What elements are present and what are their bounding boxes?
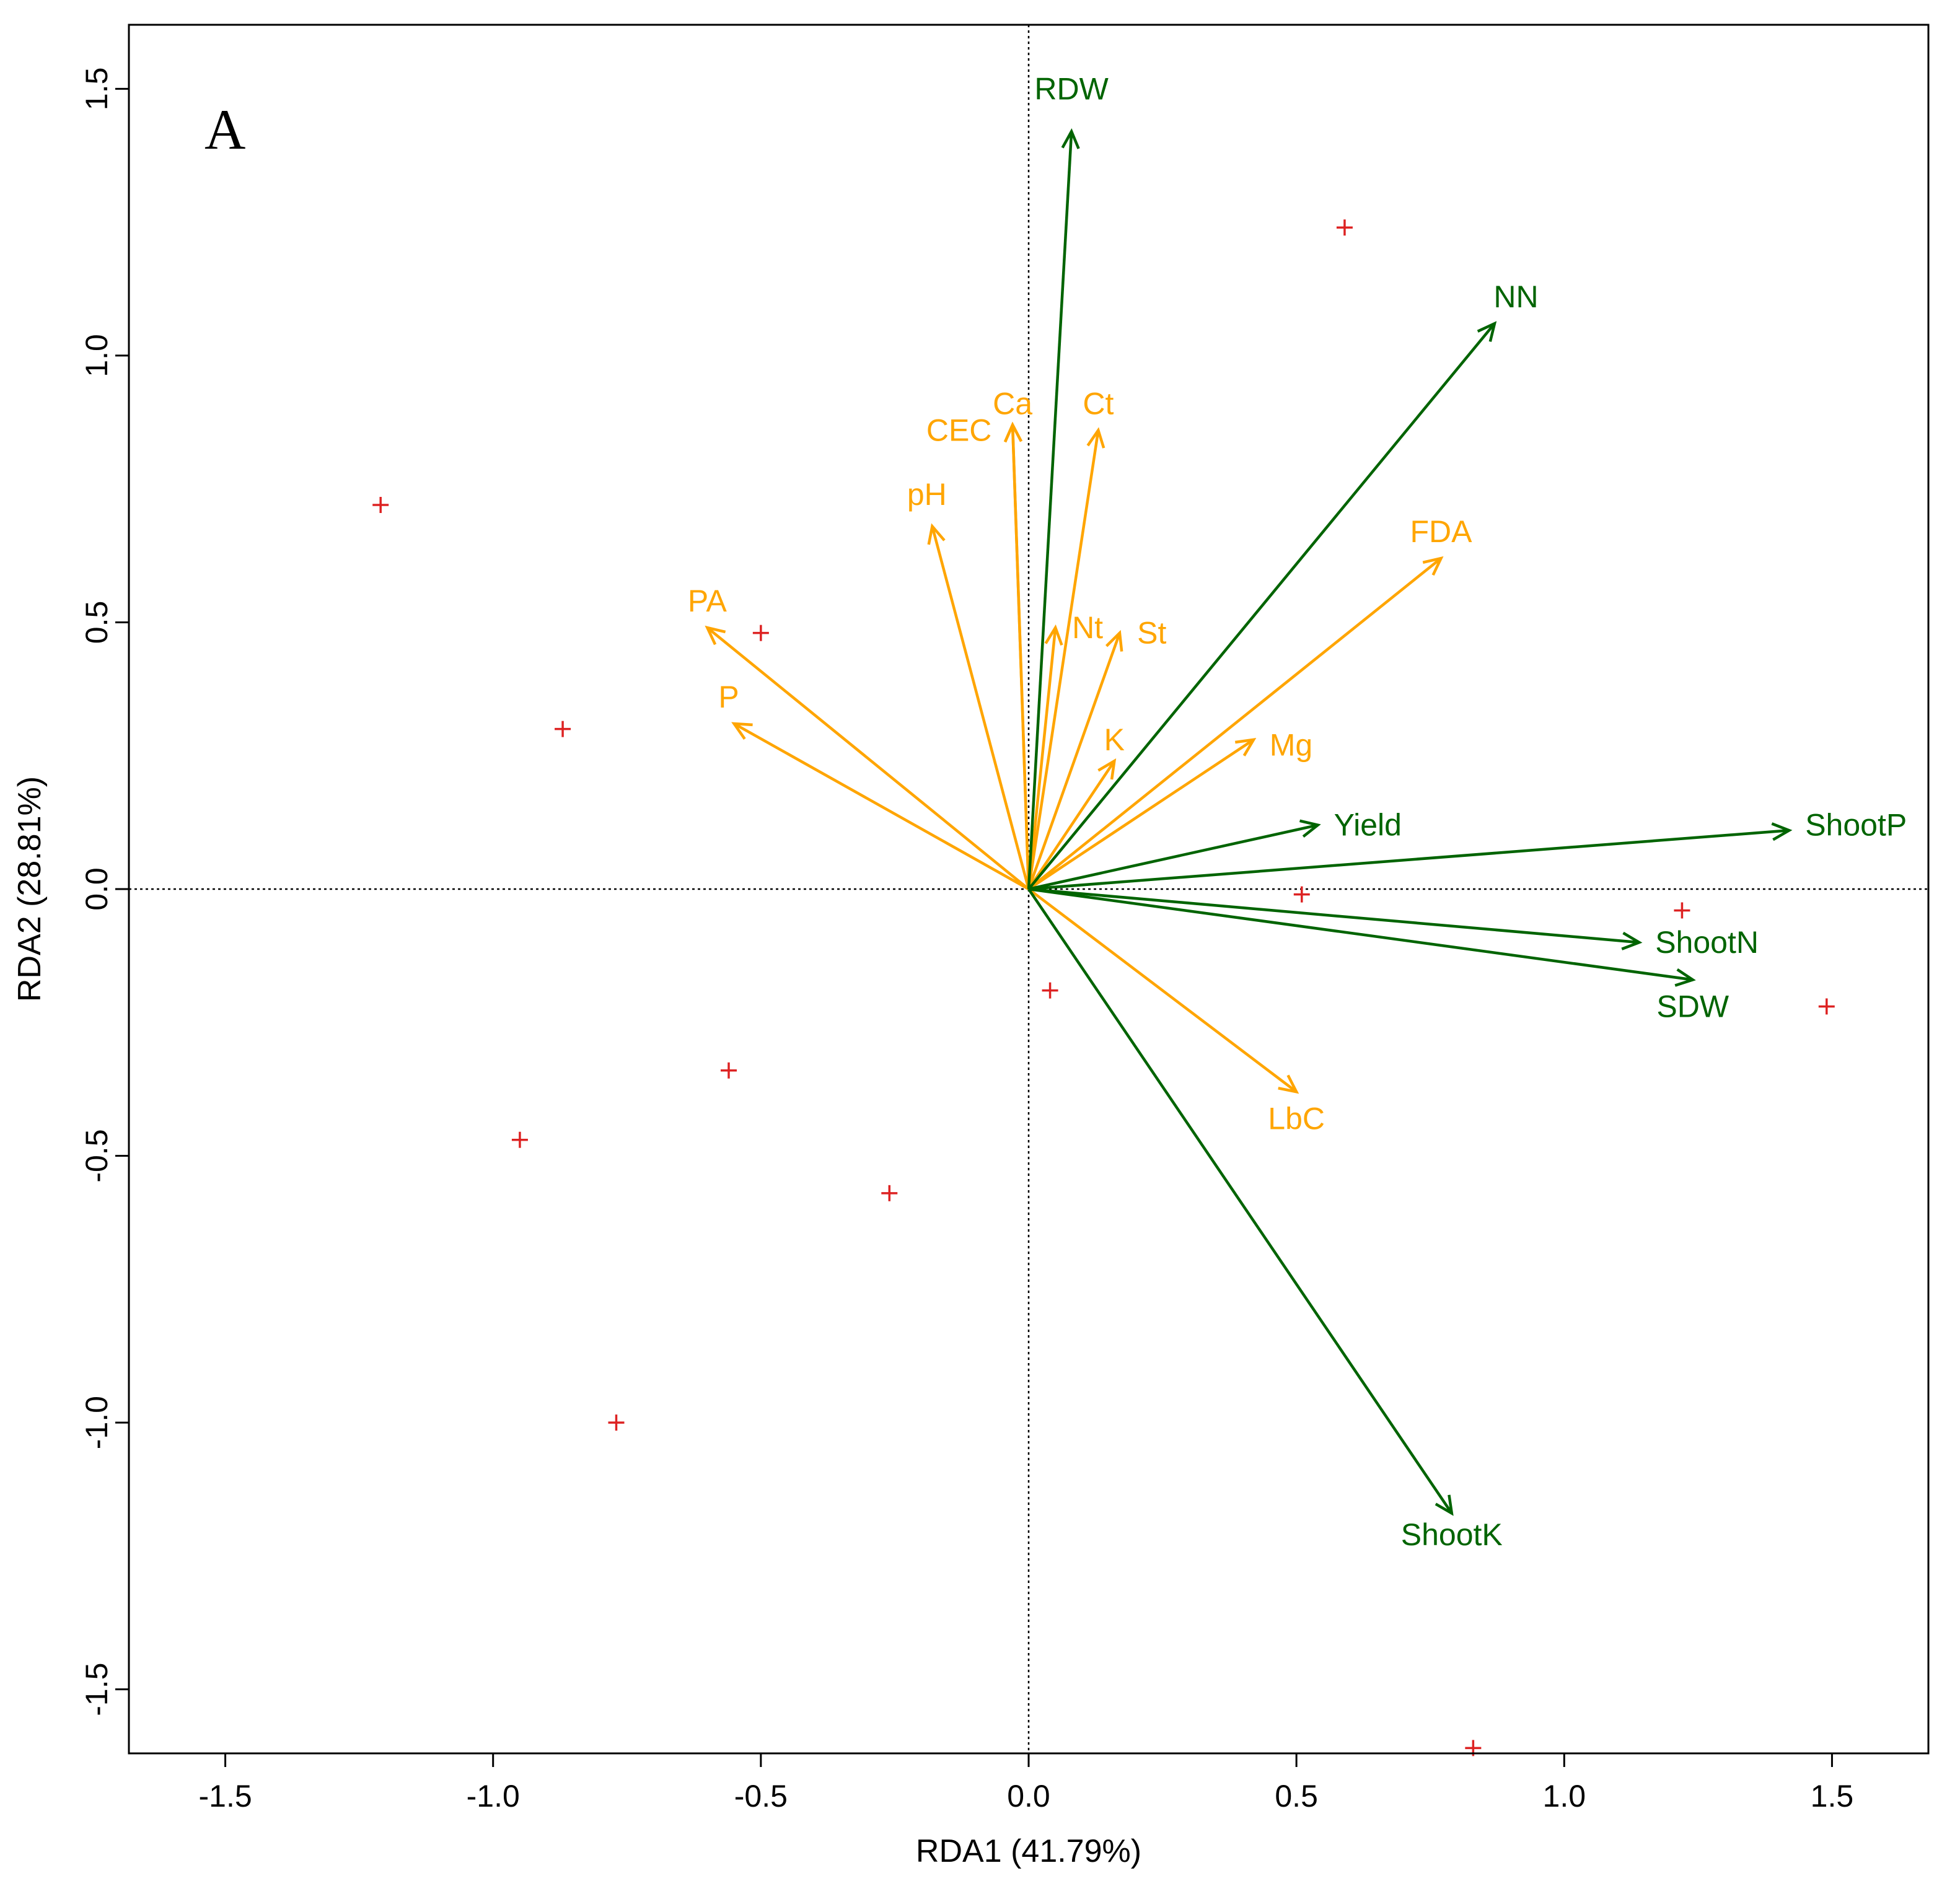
explanatory-vector-label: FDA [1410, 514, 1473, 549]
y-tick-label: 0.5 [79, 601, 114, 644]
x-axis-label: RDA1 (41.79%) [916, 1833, 1141, 1869]
explanatory-arrow-line [1027, 627, 1057, 890]
response-arrow-line [1028, 887, 1694, 981]
site-point [721, 1062, 737, 1079]
explanatory-arrow-line [931, 525, 1031, 890]
explanatory-arrow-line [1027, 888, 1298, 1094]
explanatory-vector-label: K [1104, 722, 1125, 757]
response-arrow-line [1027, 322, 1496, 890]
y-tick-label: 1.0 [79, 334, 114, 377]
response-arrow-line [1027, 131, 1073, 890]
site-point [1818, 998, 1835, 1015]
response-arrow-line [1028, 823, 1319, 891]
response-vector-label: Yield [1334, 808, 1402, 843]
response-arrow-line [1028, 887, 1640, 944]
response-arrow-head [1435, 1494, 1454, 1516]
explanatory-arrow-head [731, 722, 753, 740]
site-point [881, 1185, 898, 1201]
response-vector-label: NN [1493, 279, 1538, 314]
explanatory-arrow-line [706, 626, 1030, 890]
explanatory-arrow-head [1086, 427, 1105, 449]
y-tick-label: 0.0 [79, 867, 114, 911]
site-point [1336, 219, 1353, 236]
response-arrow-head [1771, 822, 1793, 841]
explanatory-vector-label: P [718, 680, 739, 714]
explanatory-arrow-line [1011, 424, 1031, 890]
explanatory-arrow-line [1027, 760, 1116, 890]
site-point [608, 1414, 625, 1431]
explanatory-arrow-head [1044, 624, 1063, 646]
x-tick-label: -1.0 [467, 1779, 520, 1813]
explanatory-arrow-head [1097, 758, 1117, 780]
explanatory-arrow-head [1422, 556, 1444, 576]
explanatory-vector-label: Mg [1270, 728, 1312, 763]
response-arrow-line [1027, 888, 1453, 1514]
explanatory-arrow-head [1105, 629, 1123, 652]
y-tick-label: -1.0 [79, 1396, 114, 1449]
explanatory-arrow-head [705, 625, 726, 646]
explanatory-vector-label: Ct [1083, 386, 1114, 421]
explanatory-vector-label: St [1137, 616, 1166, 651]
site-point [511, 1131, 528, 1148]
site-points [372, 219, 1835, 1756]
x-tick-label: 0.5 [1275, 1779, 1318, 1813]
response-arrow-line [1028, 829, 1790, 891]
site-point [1674, 902, 1690, 919]
explanatory-arrow-head [1003, 421, 1023, 443]
axes: -1.5 -1.0 -0.5 0.0 0.5 1.0 1.5 -1.5 -1.0 -0.5 0.0 0… [79, 68, 1853, 1813]
explanatory-arrow-head [1234, 738, 1257, 756]
response-vector-label: SDW [1656, 989, 1729, 1024]
site-point [1293, 886, 1310, 903]
explanatory-arrow-line [1027, 632, 1122, 890]
explanatory-vector-label: Ca [993, 386, 1032, 421]
y-tick-label: -1.5 [79, 1663, 114, 1716]
response-vector-label: ShootK [1401, 1517, 1503, 1552]
explanatory-vector-label: LbC [1268, 1101, 1325, 1136]
y-axis-label: RDA2 (28.81%) [12, 776, 48, 1002]
plot-frame [128, 24, 1930, 1755]
x-tick-label: -1.5 [198, 1779, 252, 1813]
explanatory-arrow-line [1027, 739, 1255, 890]
explanatory-vector-label: Nt [1072, 610, 1103, 645]
y-tick-label: 1.5 [79, 68, 114, 111]
response-vector-label: ShootN [1655, 925, 1759, 960]
explanatory-arrow-head [927, 523, 946, 545]
explanatory-arrow-line [1027, 430, 1100, 890]
response-arrow-head [1621, 931, 1643, 950]
response-vector-label: ShootP [1805, 808, 1907, 843]
x-tick-label: -0.5 [734, 1779, 788, 1813]
site-point [555, 721, 571, 737]
y-tick-label: -0.5 [79, 1129, 114, 1182]
response-arrow-head [1061, 128, 1080, 149]
response-vector-label: RDW [1034, 71, 1109, 106]
site-point [1042, 982, 1058, 999]
explanatory-vector-label: CEC [926, 413, 992, 447]
site-point [752, 625, 769, 641]
x-tick-label: 1.5 [1811, 1779, 1854, 1813]
x-tick-label: 0.0 [1007, 1779, 1050, 1813]
explanatory-arrow-head [1278, 1074, 1299, 1094]
response-arrow-head [1299, 819, 1321, 838]
panel-label: A [204, 98, 245, 161]
explanatory-vector-label: PA [688, 584, 727, 618]
x-tick-label: 1.0 [1543, 1779, 1586, 1813]
response-arrow-head [1477, 321, 1497, 342]
site-point [372, 497, 389, 513]
response-vectors: RDW NN Yield ShootP ShootN SDW ShootK [1027, 71, 1907, 1552]
response-arrow-head [1674, 968, 1696, 987]
explanatory-vector-label: pH [907, 477, 947, 512]
explanatory-arrow-line [733, 722, 1030, 890]
explanatory-arrow-line [1027, 557, 1442, 890]
